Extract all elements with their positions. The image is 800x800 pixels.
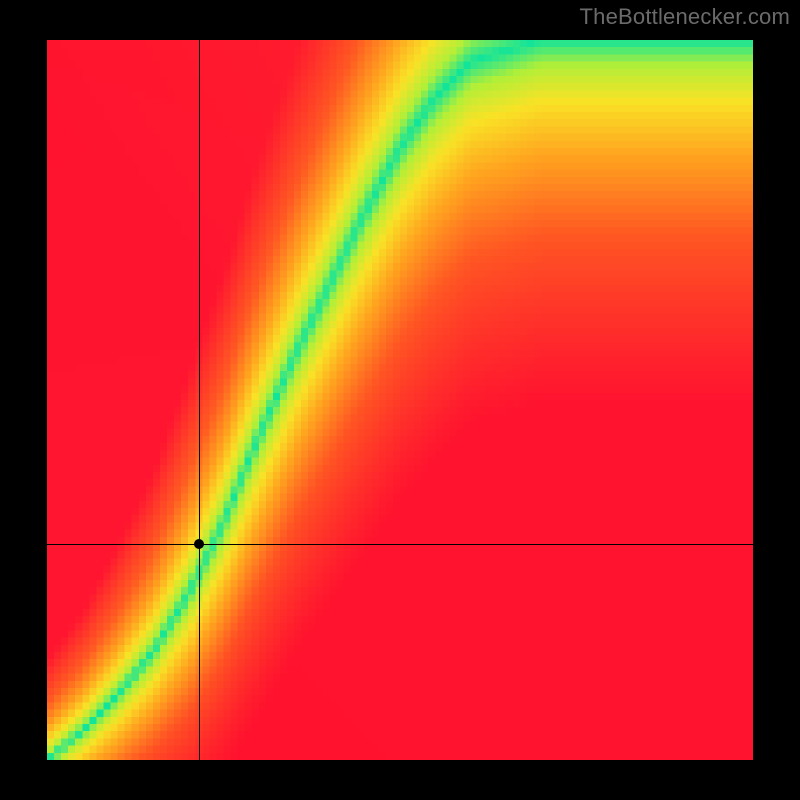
heatmap-canvas [47, 40, 753, 760]
watermark-text: TheBottlenecker.com [580, 4, 790, 30]
heatmap-plot [47, 40, 753, 760]
